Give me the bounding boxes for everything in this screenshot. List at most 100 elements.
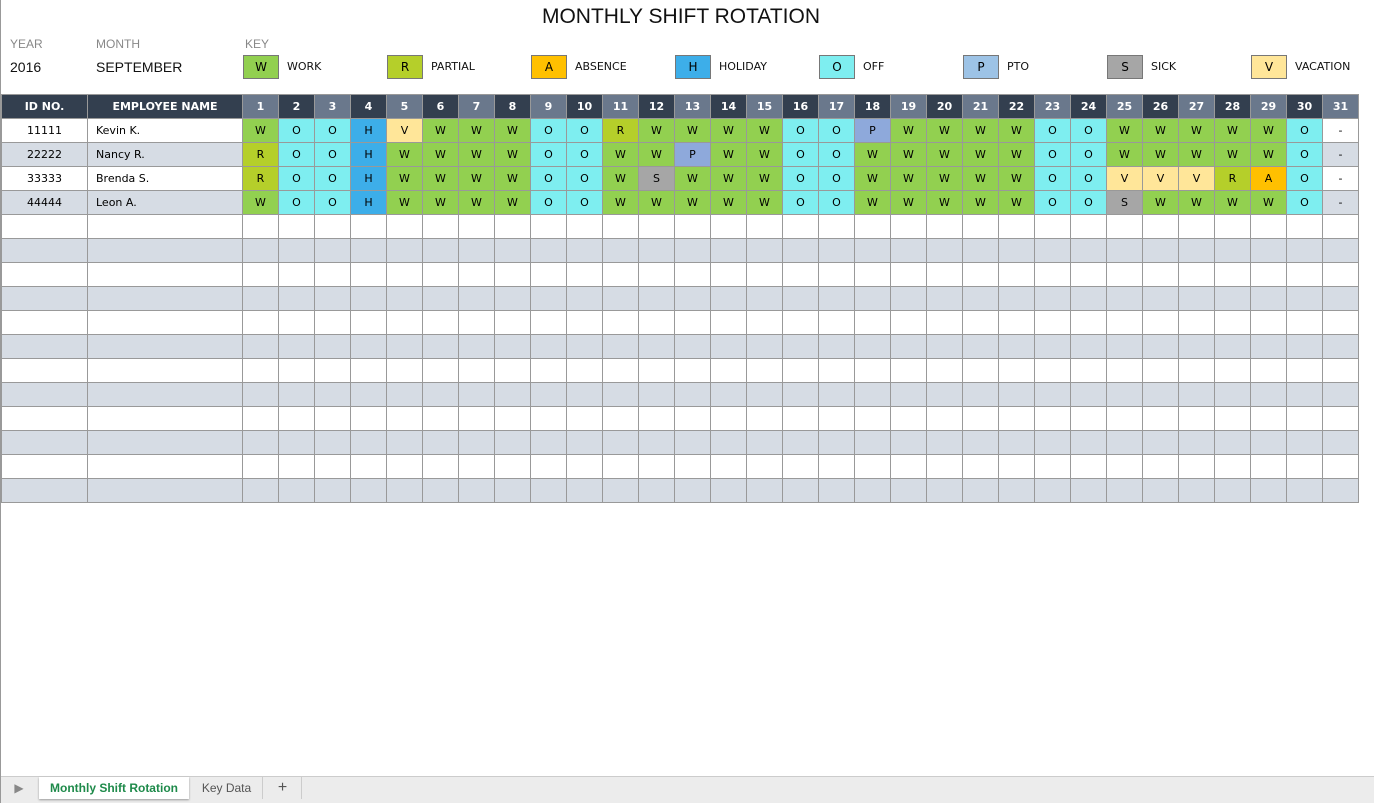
shift-cell[interactable]	[782, 238, 819, 263]
shift-cell[interactable]	[1034, 238, 1071, 263]
shift-cell[interactable]	[710, 334, 747, 359]
shift-cell[interactable]	[674, 382, 711, 407]
shift-cell[interactable]	[638, 286, 675, 311]
shift-cell[interactable]: V	[1178, 166, 1215, 191]
shift-cell[interactable]	[1250, 454, 1287, 479]
shift-cell[interactable]: W	[422, 190, 459, 215]
shift-cell[interactable]: O	[278, 118, 315, 143]
shift-cell[interactable]: H	[350, 118, 387, 143]
shift-cell[interactable]	[1178, 406, 1215, 431]
shift-cell[interactable]	[1214, 262, 1251, 287]
id-cell[interactable]	[1, 454, 88, 479]
shift-cell[interactable]	[530, 454, 567, 479]
shift-cell[interactable]	[638, 478, 675, 503]
shift-cell[interactable]: W	[926, 142, 963, 167]
shift-cell[interactable]	[638, 310, 675, 335]
shift-cell[interactable]: O	[1286, 190, 1323, 215]
id-cell[interactable]	[1, 262, 88, 287]
shift-cell[interactable]	[278, 406, 315, 431]
shift-cell[interactable]	[674, 454, 711, 479]
shift-cell[interactable]: A	[1250, 166, 1287, 191]
shift-cell[interactable]	[386, 358, 423, 383]
shift-cell[interactable]	[818, 334, 855, 359]
shift-cell[interactable]: W	[674, 190, 711, 215]
shift-cell[interactable]	[350, 430, 387, 455]
shift-cell[interactable]	[1034, 406, 1071, 431]
shift-cell[interactable]	[926, 238, 963, 263]
shift-cell[interactable]	[998, 358, 1035, 383]
shift-cell[interactable]	[674, 478, 711, 503]
shift-cell[interactable]: O	[314, 142, 351, 167]
shift-cell[interactable]	[1286, 238, 1323, 263]
shift-cell[interactable]	[710, 478, 747, 503]
shift-cell[interactable]	[494, 454, 531, 479]
shift-cell[interactable]	[530, 214, 567, 239]
shift-cell[interactable]	[1106, 310, 1143, 335]
shift-cell[interactable]	[998, 286, 1035, 311]
shift-cell[interactable]: -	[1322, 118, 1359, 143]
employee-name-cell[interactable]: Brenda S.	[87, 166, 243, 191]
shift-cell[interactable]: O	[278, 166, 315, 191]
shift-cell[interactable]	[710, 454, 747, 479]
shift-cell[interactable]	[854, 238, 891, 263]
shift-cell[interactable]: O	[314, 118, 351, 143]
shift-cell[interactable]	[566, 310, 603, 335]
shift-cell[interactable]	[1178, 382, 1215, 407]
shift-cell[interactable]	[782, 310, 819, 335]
shift-cell[interactable]	[458, 430, 495, 455]
shift-cell[interactable]	[242, 262, 279, 287]
shift-cell[interactable]	[962, 454, 999, 479]
shift-cell[interactable]: W	[746, 190, 783, 215]
shift-cell[interactable]	[350, 478, 387, 503]
shift-cell[interactable]	[638, 334, 675, 359]
shift-cell[interactable]	[494, 334, 531, 359]
shift-cell[interactable]: W	[242, 190, 279, 215]
shift-cell[interactable]	[998, 334, 1035, 359]
shift-cell[interactable]	[494, 238, 531, 263]
shift-cell[interactable]	[1178, 214, 1215, 239]
shift-cell[interactable]	[1070, 238, 1107, 263]
shift-cell[interactable]	[602, 358, 639, 383]
employee-name-cell[interactable]	[87, 262, 243, 287]
shift-cell[interactable]	[1286, 334, 1323, 359]
shift-cell[interactable]	[602, 310, 639, 335]
shift-cell[interactable]	[602, 454, 639, 479]
employee-name-cell[interactable]: Kevin K.	[87, 118, 243, 143]
shift-cell[interactable]	[602, 406, 639, 431]
shift-cell[interactable]	[386, 478, 423, 503]
shift-cell[interactable]: W	[458, 142, 495, 167]
shift-cell[interactable]	[278, 478, 315, 503]
shift-cell[interactable]	[854, 262, 891, 287]
employee-name-cell[interactable]	[87, 334, 243, 359]
shift-cell[interactable]	[1322, 238, 1359, 263]
shift-cell[interactable]	[1286, 406, 1323, 431]
shift-cell[interactable]	[350, 238, 387, 263]
shift-cell[interactable]	[386, 214, 423, 239]
shift-cell[interactable]	[998, 454, 1035, 479]
shift-cell[interactable]: O	[782, 166, 819, 191]
shift-cell[interactable]	[1286, 478, 1323, 503]
shift-cell[interactable]: P	[854, 118, 891, 143]
shift-cell[interactable]	[314, 238, 351, 263]
shift-cell[interactable]: W	[854, 190, 891, 215]
shift-cell[interactable]	[530, 286, 567, 311]
shift-cell[interactable]	[1142, 334, 1179, 359]
shift-cell[interactable]	[818, 286, 855, 311]
shift-cell[interactable]	[1142, 286, 1179, 311]
shift-cell[interactable]	[242, 382, 279, 407]
shift-cell[interactable]	[638, 406, 675, 431]
shift-cell[interactable]	[1178, 430, 1215, 455]
shift-cell[interactable]	[854, 406, 891, 431]
shift-cell[interactable]	[1214, 310, 1251, 335]
shift-cell[interactable]	[1214, 406, 1251, 431]
shift-cell[interactable]	[746, 238, 783, 263]
shift-cell[interactable]	[1322, 454, 1359, 479]
shift-cell[interactable]: -	[1322, 166, 1359, 191]
id-cell[interactable]: 22222	[1, 142, 88, 167]
shift-cell[interactable]: O	[314, 166, 351, 191]
shift-cell[interactable]: W	[458, 166, 495, 191]
shift-cell[interactable]	[1214, 358, 1251, 383]
shift-cell[interactable]	[1178, 334, 1215, 359]
id-cell[interactable]	[1, 382, 88, 407]
shift-cell[interactable]	[890, 478, 927, 503]
